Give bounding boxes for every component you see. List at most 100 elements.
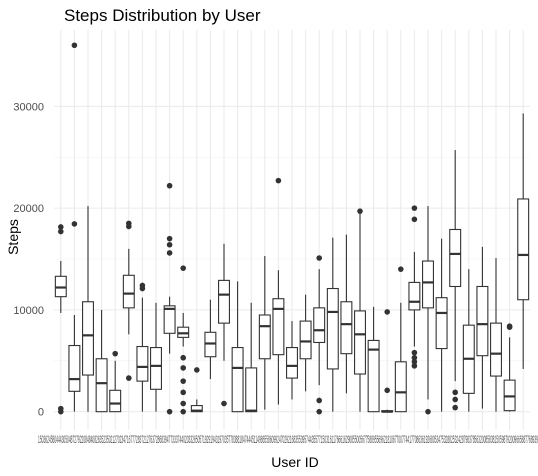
outlier-point [411,205,418,211]
box-2022484408 [122,220,135,381]
box-body [299,320,312,360]
outlier-point [126,375,132,381]
box-8053475328 [422,206,434,415]
outlier-point [166,235,173,242]
box-body [490,322,502,377]
outlier-point [194,367,200,373]
box-body [354,310,366,375]
box-8378563200 [449,150,462,411]
outlier-point [58,224,64,230]
box-body [245,367,258,413]
box-body [313,307,326,344]
outlier-point [180,389,186,396]
box-1644430081 [82,206,94,412]
box-body [218,279,230,324]
y-tick-label: 30000 [13,101,44,113]
box-body [258,314,271,360]
outlier-point [398,266,404,272]
outlier-point [411,359,418,365]
outlier-point [180,365,186,371]
outlier-point [411,354,418,361]
outlier-point [58,405,64,412]
outlier-point [180,408,186,415]
outlier-point [180,354,186,361]
outlier-point [112,350,118,357]
outlier-point [221,400,227,407]
outlier-point [384,309,391,315]
box-body [163,305,176,334]
box-4558609924 [286,321,298,400]
box-4020332650 [218,243,230,407]
outlier-point [316,255,323,261]
box-body [272,298,285,356]
y-axis-ticks: 0 10000 20000 30000 [13,101,44,418]
box-4702921684 [299,294,312,392]
box-plots [54,42,530,415]
box-4445114986 [272,177,285,405]
box-3977333714 [204,299,217,380]
box-body [82,301,94,376]
box-3372868164 [190,367,203,413]
box-body [326,287,339,370]
outlier-point [425,408,431,415]
outlier-point [452,389,459,396]
box-8877689391 [490,257,502,412]
y-tick-label: 10000 [13,305,44,317]
box-7007744171 [394,266,407,413]
box-8253242879 [435,238,448,412]
outlier-point [275,177,282,184]
box-body [231,347,244,413]
outlier-point [166,250,173,256]
outlier-point [452,396,459,403]
box-body [435,297,448,350]
box-body [286,347,298,379]
box-4388161847 [258,255,271,410]
box-2347167796 [163,182,176,415]
outlier-point [71,221,78,227]
box-body [68,344,81,392]
box-body [136,345,149,382]
box-2873212765 [177,265,190,415]
outlier-point [166,241,173,248]
box-1503960366 [54,224,67,415]
box-6290855005 [354,208,366,412]
outlier-point [166,408,173,415]
box-2026352035 [136,282,149,412]
box-1844505072 [95,309,108,413]
outlier-point [180,265,186,271]
y-tick-label: 20000 [13,203,44,215]
box-6962181067 [381,309,394,413]
outlier-point [506,323,513,329]
x-axis-title: User ID [271,454,318,470]
box-body [95,358,108,413]
box-1624580081 [68,42,81,412]
outlier-point [411,363,418,369]
outlier-point [180,400,186,407]
box-33 [503,323,516,412]
box-5553957443 [313,255,326,415]
outlier-point [58,228,64,235]
box-8583815059 [462,269,475,412]
outlier-point [139,282,146,289]
box-body [122,274,135,309]
box-body [394,361,407,413]
box-6775888955 [367,306,380,413]
outlier-point [411,349,418,356]
box-body [340,301,353,355]
box-body [476,285,489,357]
box-7086361926 [408,205,421,369]
box-body [408,281,421,311]
outlier-point [166,182,173,189]
box-2320127002 [150,302,162,412]
outlier-point [411,216,418,223]
box-body [422,260,434,309]
y-tick-label: 0 [38,407,44,419]
box-1927972279 [109,350,122,413]
box-body [449,228,462,288]
x-tick-labels: 1503624580444305048727922084840826352350… [38,434,538,446]
outlier-point [316,397,323,404]
box-body [109,389,122,413]
y-axis-title: Steps [5,219,21,255]
outlier-point [180,378,186,384]
